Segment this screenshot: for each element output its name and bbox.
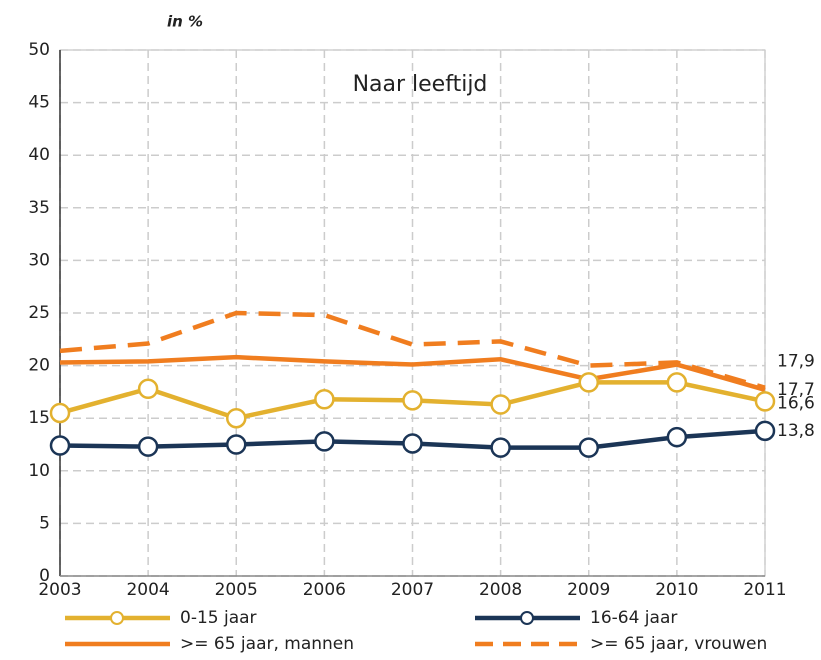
x-tick-label: 2004 bbox=[126, 580, 169, 600]
y-tick-label: 25 bbox=[28, 303, 50, 323]
y-tick-label: 15 bbox=[28, 408, 50, 428]
legend-marker bbox=[520, 611, 534, 625]
point bbox=[490, 437, 511, 458]
series-line bbox=[59, 354, 766, 392]
x-tick-label: 2008 bbox=[479, 580, 522, 600]
x-tick-label: 2006 bbox=[303, 580, 346, 600]
y-tick-label: 50 bbox=[28, 40, 50, 60]
point bbox=[490, 394, 511, 415]
y-tick-label: 0 bbox=[39, 566, 50, 586]
y-tick-label: 10 bbox=[28, 461, 50, 481]
x-tick-label: 2009 bbox=[567, 580, 610, 600]
y-tick-label: 45 bbox=[28, 93, 50, 113]
point bbox=[314, 389, 335, 410]
value-label: 17,9 bbox=[777, 352, 815, 372]
point bbox=[137, 378, 159, 399]
legend-marker bbox=[110, 611, 124, 625]
point bbox=[402, 390, 423, 411]
chart-title: Naar leeftijd bbox=[353, 72, 488, 97]
y-tick-label: 40 bbox=[28, 145, 50, 165]
point bbox=[666, 426, 688, 448]
value-label: 16,6 bbox=[777, 393, 815, 413]
point bbox=[226, 407, 247, 429]
y-tick-label: 20 bbox=[28, 356, 50, 376]
y-tick-label: 30 bbox=[28, 250, 50, 270]
legend-label: 0-15 jaar bbox=[180, 608, 257, 628]
x-tick-label: 2010 bbox=[655, 580, 698, 600]
point bbox=[314, 431, 335, 452]
point bbox=[578, 372, 599, 393]
legend-label: >= 65 jaar, vrouwen bbox=[590, 634, 767, 654]
legend-label: >= 65 jaar, mannen bbox=[180, 634, 354, 654]
point bbox=[49, 435, 71, 456]
point bbox=[578, 437, 599, 458]
y-tick-label: 35 bbox=[28, 198, 50, 218]
point bbox=[666, 372, 688, 393]
series-line bbox=[59, 310, 766, 390]
point bbox=[49, 402, 71, 424]
x-tick-label: 2011 bbox=[743, 580, 786, 600]
y-tick-label: 5 bbox=[39, 513, 50, 533]
value-label: 17,7 bbox=[777, 380, 815, 400]
x-tick-label: 2007 bbox=[391, 580, 434, 600]
x-tick-label: 2005 bbox=[215, 580, 258, 600]
point bbox=[754, 420, 776, 442]
point bbox=[402, 433, 423, 454]
point bbox=[226, 434, 247, 455]
legend-label: 16-64 jaar bbox=[590, 608, 677, 628]
point bbox=[754, 391, 776, 412]
point bbox=[137, 436, 159, 457]
x-tick-label: 2003 bbox=[38, 580, 81, 600]
value-label: 13,8 bbox=[777, 421, 815, 441]
y-axis-label: in % bbox=[167, 13, 203, 31]
